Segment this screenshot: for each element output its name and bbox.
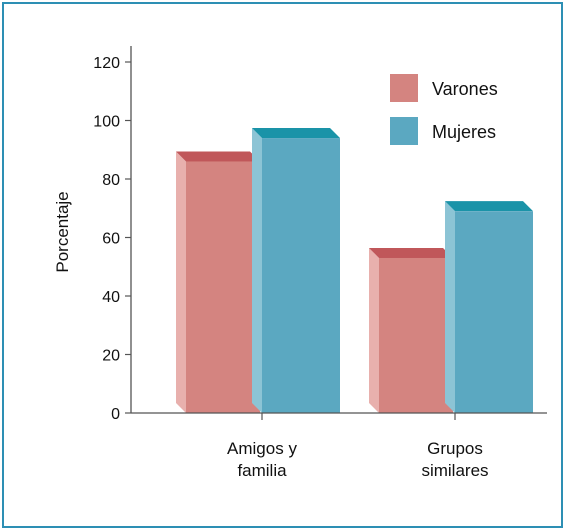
bar-side xyxy=(369,247,379,413)
bar-side xyxy=(176,151,186,413)
x-tick-label: Amigos y xyxy=(227,439,297,458)
y-tick-label: 80 xyxy=(102,172,120,189)
bar-side xyxy=(252,128,262,414)
bar-top xyxy=(445,201,533,212)
y-tick-label: 100 xyxy=(93,114,120,131)
x-tick-label: familia xyxy=(237,461,287,480)
y-axis-label: Porcentaje xyxy=(53,191,72,272)
bar-varones-1 xyxy=(186,161,260,413)
bar-varones-2 xyxy=(379,257,453,413)
y-tick-label: 60 xyxy=(102,231,120,248)
bar-top xyxy=(252,128,340,139)
y-tick-label: 120 xyxy=(93,55,120,72)
legend-label-varones: Varones xyxy=(432,79,498,99)
bar-top xyxy=(176,151,260,162)
y-tick-label: 0 xyxy=(111,406,120,423)
bar-side xyxy=(445,201,455,413)
bar-mujeres-2 xyxy=(455,211,533,413)
x-tick-label: Grupos xyxy=(427,439,483,458)
y-tick-label: 20 xyxy=(102,348,120,365)
bar-top xyxy=(369,247,453,258)
y-tick-label: 40 xyxy=(102,289,120,306)
legend-swatch-mujeres xyxy=(390,117,418,145)
legend-label-mujeres: Mujeres xyxy=(432,122,496,142)
x-tick-label: similares xyxy=(421,461,488,480)
bar-mujeres-1 xyxy=(262,138,340,414)
legend-swatch-varones xyxy=(390,74,418,102)
